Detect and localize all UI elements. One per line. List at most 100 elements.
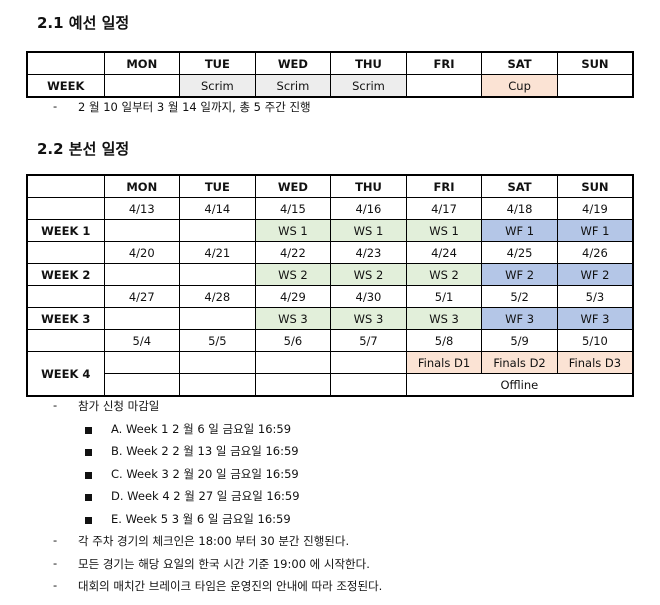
date-cell: 4/16: [330, 197, 407, 220]
date-cell: 5/8: [405, 329, 483, 352]
date-row: 4/27 4/28 4/29 4/30 5/1 5/2 5/3: [26, 285, 634, 308]
date-cell: 5/7: [330, 329, 407, 352]
empty-cell: [330, 373, 407, 397]
date-cell: 4/15: [254, 197, 332, 220]
day-header: THU: [330, 174, 407, 198]
date-cell: 4/19: [556, 197, 634, 220]
event-cell: WF 2: [481, 263, 558, 286]
schedule-cell: [556, 74, 634, 98]
day-header: SAT: [481, 174, 558, 198]
event-cell: [179, 351, 256, 374]
deadline-item: E. Week 5 3 월 6 일 금요일 16:59: [111, 511, 291, 526]
deadline-item: B. Week 2 2 월 13 일 금요일 16:59: [111, 444, 299, 458]
day-header: WED: [254, 174, 332, 198]
day-header: FRI: [405, 174, 483, 198]
week-label: WEEK 4: [26, 351, 105, 397]
date-cell: 4/20: [103, 241, 181, 264]
main-schedule-table: MON TUE WED THU FRI SAT SUN 4/13 4/14 4/15 4/16 4/1…: [26, 174, 634, 397]
square-bullet-icon: [85, 426, 92, 434]
event-cell: [103, 219, 181, 242]
deadline-item: D. Week 4 2 월 27 일 금요일 16:59: [111, 489, 300, 503]
note-item: 대회의 매치간 브레이크 타임은 운영진의 안내에 따라 조정된다.: [78, 579, 383, 593]
event-cell: [330, 351, 407, 374]
event-row: WEEK 4 Finals D1 Finals D2 Finals D3: [26, 351, 634, 397]
event-cell: WS 2: [330, 263, 407, 286]
bullet-dash: -: [53, 398, 58, 412]
square-bullet-icon: [85, 516, 92, 524]
empty-cell: [26, 329, 105, 352]
event-cell: WS 2: [405, 263, 483, 286]
note-item: 각 주차 경기의 체크인은 18:00 부터 30 분간 진행된다.: [78, 534, 350, 548]
day-header: MON: [103, 51, 181, 75]
date-cell: 4/17: [405, 197, 483, 220]
day-header: SUN: [556, 51, 634, 75]
date-row: 4/20 4/21 4/22 4/23 4/24 4/25 4/26: [26, 241, 634, 264]
date-cell: 5/6: [254, 329, 332, 352]
event-cell: [103, 263, 181, 286]
event-cell: [179, 219, 256, 242]
corner-cell: [26, 174, 105, 198]
empty-cell: [26, 197, 105, 220]
date-cell: 4/23: [330, 241, 407, 264]
date-cell: 5/5: [179, 329, 256, 352]
event-cell: [103, 351, 181, 374]
event-cell: WF 3: [481, 307, 558, 330]
day-header: MON: [103, 174, 181, 198]
empty-cell: [179, 373, 256, 397]
header-row: MON TUE WED THU FRI SAT SUN: [26, 51, 634, 75]
date-cell: 4/13: [103, 197, 181, 220]
square-bullet-icon: [85, 449, 92, 456]
date-cell: 5/4: [103, 329, 181, 352]
date-row: 4/13 4/14 4/15 4/16 4/17 4/18 4/19: [26, 197, 634, 220]
event-cell: [254, 351, 332, 374]
date-cell: 5/9: [481, 329, 558, 352]
event-cell: WF 3: [556, 307, 634, 330]
bullet-dash: -: [53, 578, 58, 592]
empty-cell: [26, 285, 105, 308]
bullet-dash: -: [53, 533, 58, 547]
qualifier-schedule-table: MON TUE WED THU FRI SAT SUN WEEK Scrim Scrim Scrim…: [26, 51, 634, 98]
event-row: WEEK 3 WS 3 WS 3 WS 3 WF 3 WF 3: [26, 307, 634, 330]
date-cell: 4/22: [254, 241, 332, 264]
date-cell: 4/18: [481, 197, 558, 220]
event-cell: Finals D1: [405, 351, 483, 374]
empty-cell: [254, 373, 332, 397]
event-cell: [179, 263, 256, 286]
date-cell: 4/21: [179, 241, 256, 264]
deadline-item: C. Week 3 2 월 20 일 금요일 16:59: [111, 466, 299, 481]
note-item: 모든 경기는 해당 요일의 한국 시간 기준 19:00 에 시작한다.: [78, 556, 370, 571]
day-header: WED: [254, 51, 332, 75]
date-cell: 4/24: [405, 241, 483, 264]
week-label: WEEK 1: [26, 219, 105, 242]
section-1-title: 2.1 예선 일정: [37, 14, 130, 32]
date-cell: 5/2: [481, 285, 558, 308]
event-cell: [103, 307, 181, 330]
date-cell: 4/25: [481, 241, 558, 264]
venue-cell: Offline: [405, 373, 634, 397]
schedule-cell: [405, 74, 483, 98]
square-bullet-icon: [85, 494, 92, 501]
event-cell: WS 3: [405, 307, 483, 330]
empty-cell: [26, 241, 105, 264]
event-cell: WF 2: [556, 263, 634, 286]
bullet-dash: -: [53, 99, 58, 113]
event-cell: Finals D3: [556, 351, 634, 374]
schedule-cell: Scrim: [179, 74, 256, 98]
day-header: TUE: [179, 51, 256, 75]
day-header: TUE: [179, 174, 256, 198]
week-label: WEEK 3: [26, 307, 105, 330]
schedule-cell: Cup: [481, 74, 558, 98]
date-cell: 4/27: [103, 285, 181, 308]
day-header: SAT: [481, 51, 558, 75]
deadline-title: 참가 신청 마감일: [78, 399, 160, 413]
venue-row: Offline: [27, 373, 634, 397]
day-header: THU: [330, 51, 407, 75]
section-2-title: 2.2 본선 일정: [37, 140, 130, 158]
date-cell: 5/10: [556, 329, 634, 352]
corner-cell: [26, 51, 105, 75]
event-cell: WS 3: [254, 307, 332, 330]
date-cell: 4/30: [330, 285, 407, 308]
qualifier-note: 2 월 10 일부터 3 월 14 일까지, 총 5 주간 진행: [78, 100, 311, 114]
event-cell: WS 3: [330, 307, 407, 330]
square-bullet-icon: [85, 471, 92, 479]
